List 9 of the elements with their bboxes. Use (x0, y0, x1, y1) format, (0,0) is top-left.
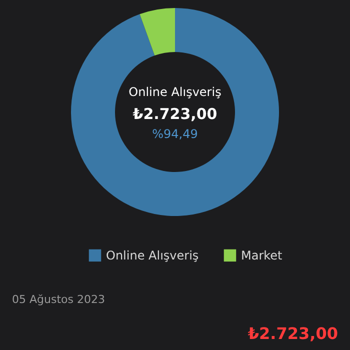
text: ₺2.723,00 (248, 324, 338, 343)
text: %94,49 (152, 127, 198, 141)
donut-slice (71, 8, 279, 216)
text: 05 Ağustos 2023 (12, 293, 105, 306)
donut-slice (140, 8, 175, 56)
legend-label: Online Alışveriş (106, 248, 199, 262)
legend-label: Market (241, 248, 283, 262)
text: Online Alışveriş (128, 85, 222, 99)
text: ₺2.723,00 (132, 105, 218, 123)
